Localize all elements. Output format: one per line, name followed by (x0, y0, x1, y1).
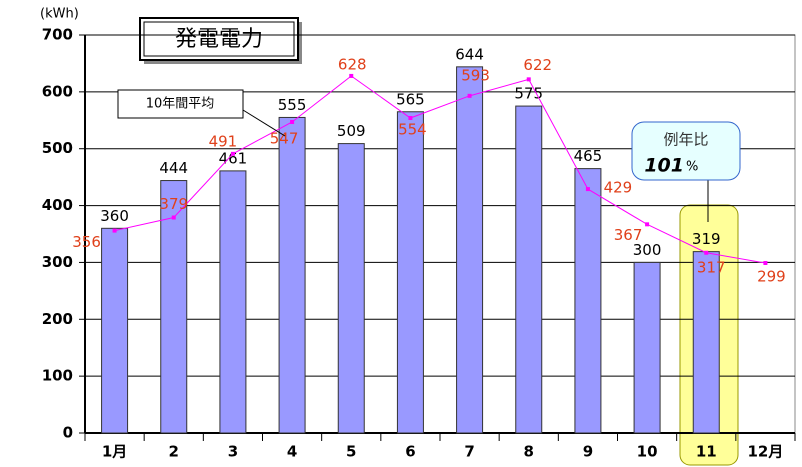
x-tick-label: 8 (524, 443, 534, 461)
callout-value: 101 (644, 155, 684, 177)
line-point (230, 151, 235, 156)
y-tick-label: 100 (42, 367, 73, 385)
x-tick-label: 11 (696, 443, 717, 461)
y-unit: (kWh) (40, 7, 79, 22)
line-point (171, 215, 176, 220)
x-tick-label: 6 (405, 443, 415, 461)
bar (515, 105, 543, 434)
data-label: 644 (455, 45, 484, 63)
x-tick-label: 10 (637, 443, 658, 461)
bar (160, 180, 188, 434)
x-tick-label: 5 (346, 443, 356, 461)
callout-unit: % (686, 160, 698, 175)
y-tick-label: 200 (42, 310, 73, 328)
data-label: 299 (757, 267, 786, 285)
annotation: 10年間平均 (146, 97, 215, 112)
bar (278, 116, 306, 434)
x-tick-label: 9 (583, 443, 593, 461)
data-label: 547 (270, 129, 299, 147)
title-box-inner (143, 21, 295, 57)
bar (337, 143, 365, 434)
y-tick-label: 600 (42, 82, 73, 100)
data-label: 593 (461, 66, 490, 84)
data-label: 628 (338, 55, 367, 73)
x-tick-label: 12月 (747, 443, 783, 461)
data-label: 555 (278, 96, 307, 114)
line-point (763, 260, 768, 265)
bar (219, 170, 247, 434)
data-label: 622 (523, 56, 552, 74)
data-label: 379 (159, 195, 188, 213)
y-tick-label: 300 (42, 253, 73, 271)
bar (633, 261, 661, 434)
y-tick-label: 0 (63, 424, 73, 442)
x-tick-label: 2 (169, 443, 179, 461)
data-label: 565 (396, 90, 425, 108)
bar (101, 227, 129, 434)
callout-label: 例年比 (663, 131, 708, 149)
bar (692, 251, 720, 434)
line-point (585, 187, 590, 192)
x-tick-label: 3 (228, 443, 238, 461)
line-point (526, 77, 531, 82)
data-label: 465 (574, 147, 603, 165)
line-point (408, 116, 413, 121)
y-tick-label: 700 (42, 26, 73, 44)
bar (456, 66, 484, 434)
data-label: 554 (398, 121, 427, 139)
data-label: 360 (100, 207, 129, 225)
data-label: 367 (614, 226, 643, 244)
line (114, 75, 766, 264)
line-point (349, 73, 354, 78)
x-tick-label: 1月 (102, 443, 127, 461)
x-tick-label: 7 (464, 443, 474, 461)
x-tick-label: 4 (287, 443, 297, 461)
data-label: 575 (514, 85, 543, 103)
line-point (112, 228, 117, 233)
bar (396, 111, 424, 434)
callout-box (631, 121, 741, 181)
data-label: 319 (692, 230, 721, 248)
chart-title: 発電電力 (175, 27, 263, 52)
line-point (290, 119, 295, 124)
line-point (467, 93, 472, 98)
data-label: 509 (337, 122, 366, 140)
bar (574, 168, 602, 434)
y-tick-label: 500 (42, 139, 73, 157)
data-label: 356 (72, 233, 101, 251)
data-label: 491 (209, 132, 238, 150)
title-box (139, 17, 299, 61)
data-label: 444 (159, 159, 188, 177)
line-point (645, 222, 650, 227)
annotation-arrow (242, 109, 286, 137)
data-label: 300 (633, 241, 662, 259)
y-tick-label: 400 (42, 196, 73, 214)
data-label: 461 (219, 149, 248, 167)
annotation-box (117, 89, 244, 119)
data-label: 317 (697, 258, 726, 276)
data-label: 429 (604, 179, 633, 197)
line-point (704, 250, 709, 255)
